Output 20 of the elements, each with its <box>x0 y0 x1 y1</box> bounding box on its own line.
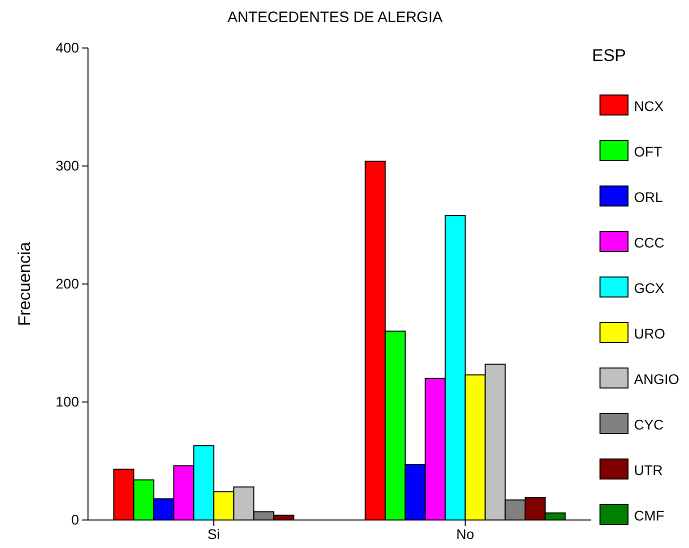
chart-title: ANTECEDENTES DE ALERGIA <box>227 9 443 26</box>
legend-label: URO <box>634 326 666 342</box>
legend-label: NCX <box>634 98 664 114</box>
y-tick-label: 200 <box>56 275 80 292</box>
legend-label: ANGIO <box>634 371 680 387</box>
x-tick-label: No <box>456 526 474 542</box>
legend-label: UTR <box>634 462 663 478</box>
legend-label: CCC <box>634 234 664 250</box>
legend-label: CMF <box>634 508 664 524</box>
legend-title: ESP <box>592 46 626 65</box>
legend-label: CYC <box>634 416 664 432</box>
y-tick-label: 300 <box>56 157 80 174</box>
y-tick-label: 0 <box>71 511 80 528</box>
legend-label: ORL <box>634 189 663 205</box>
legend-label: GCX <box>634 280 665 296</box>
y-tick-label: 100 <box>56 393 80 410</box>
y-axis-title: Frecuencia <box>15 241 34 326</box>
x-tick-label: Si <box>208 526 220 542</box>
legend-label: OFT <box>634 144 662 160</box>
y-tick-label: 400 <box>56 39 80 56</box>
